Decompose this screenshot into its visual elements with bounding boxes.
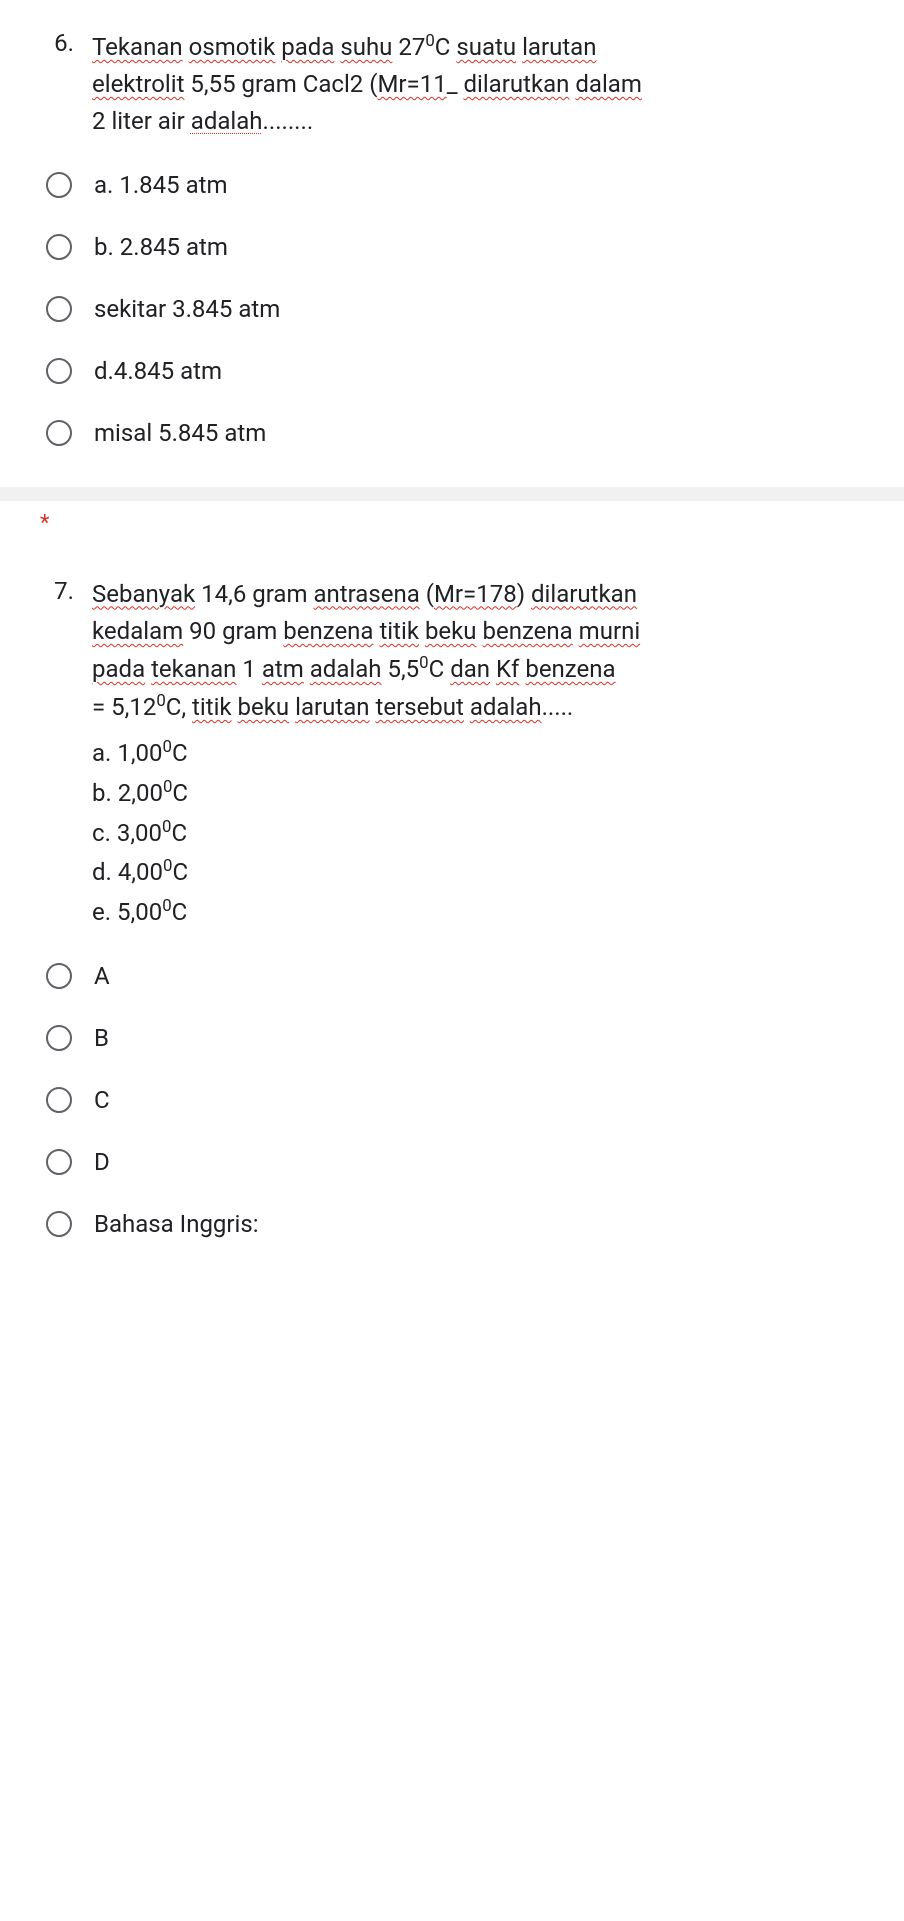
question-7-options: A B C D Bahasa Inggris: xyxy=(40,962,864,1238)
question-7-section: 7. Sebanyak 14,6 gram antrasena (Mr=178)… xyxy=(0,536,904,1279)
option-d[interactable]: d.4.845 atm xyxy=(46,357,864,385)
radio-icon xyxy=(46,234,72,260)
option-d[interactable]: D xyxy=(46,1148,864,1176)
radio-icon xyxy=(46,1087,72,1113)
option-label: C xyxy=(94,1086,110,1114)
question-text: Tekanan osmotik pada suhu 270C suatu lar… xyxy=(92,28,642,141)
required-asterisk: * xyxy=(0,501,904,536)
radio-icon xyxy=(46,1025,72,1051)
radio-icon xyxy=(46,420,72,446)
option-c[interactable]: sekitar 3.845 atm xyxy=(46,295,864,323)
option-c[interactable]: C xyxy=(46,1086,864,1114)
question-6-options: a. 1.845 atm b. 2.845 atm sekitar 3.845 … xyxy=(40,171,864,447)
inline-choice-c: c. 3,000C xyxy=(92,814,640,854)
radio-icon xyxy=(46,172,72,198)
option-b[interactable]: B xyxy=(46,1024,864,1052)
question-6: 6. Tekanan osmotik pada suhu 270C suatu … xyxy=(40,28,864,141)
question-6-section: 6. Tekanan osmotik pada suhu 270C suatu … xyxy=(0,0,904,487)
inline-choice-b: b. 2,000C xyxy=(92,774,640,814)
option-a[interactable]: a. 1.845 atm xyxy=(46,171,864,199)
section-divider xyxy=(0,487,904,501)
question-text: Sebanyak 14,6 gram antrasena (Mr=178) di… xyxy=(92,576,640,933)
option-b[interactable]: b. 2.845 atm xyxy=(46,233,864,261)
radio-icon xyxy=(46,358,72,384)
question-7: 7. Sebanyak 14,6 gram antrasena (Mr=178)… xyxy=(40,576,864,933)
question-number: 6. xyxy=(40,28,74,141)
option-label: B xyxy=(94,1024,109,1052)
radio-icon xyxy=(46,963,72,989)
radio-icon xyxy=(46,1211,72,1237)
inline-choices: a. 1,000C b. 2,000C c. 3,000C d. 4,000C … xyxy=(92,734,640,932)
option-label: sekitar 3.845 atm xyxy=(94,295,280,323)
option-a[interactable]: A xyxy=(46,962,864,990)
option-label: misal 5.845 atm xyxy=(94,419,266,447)
option-label: d.4.845 atm xyxy=(94,357,222,385)
option-label: A xyxy=(94,962,110,990)
option-label: a. 1.845 atm xyxy=(94,171,228,199)
option-other[interactable]: Bahasa Inggris: xyxy=(46,1210,864,1238)
option-label: b. 2.845 atm xyxy=(94,233,228,261)
inline-choice-e: e. 5,000C xyxy=(92,893,640,933)
option-label: D xyxy=(94,1148,110,1176)
option-label: Bahasa Inggris: xyxy=(94,1210,259,1238)
inline-choice-a: a. 1,000C xyxy=(92,734,640,774)
question-number: 7. xyxy=(40,576,74,933)
radio-icon xyxy=(46,1149,72,1175)
inline-choice-d: d. 4,000C xyxy=(92,853,640,893)
radio-icon xyxy=(46,296,72,322)
option-e[interactable]: misal 5.845 atm xyxy=(46,419,864,447)
